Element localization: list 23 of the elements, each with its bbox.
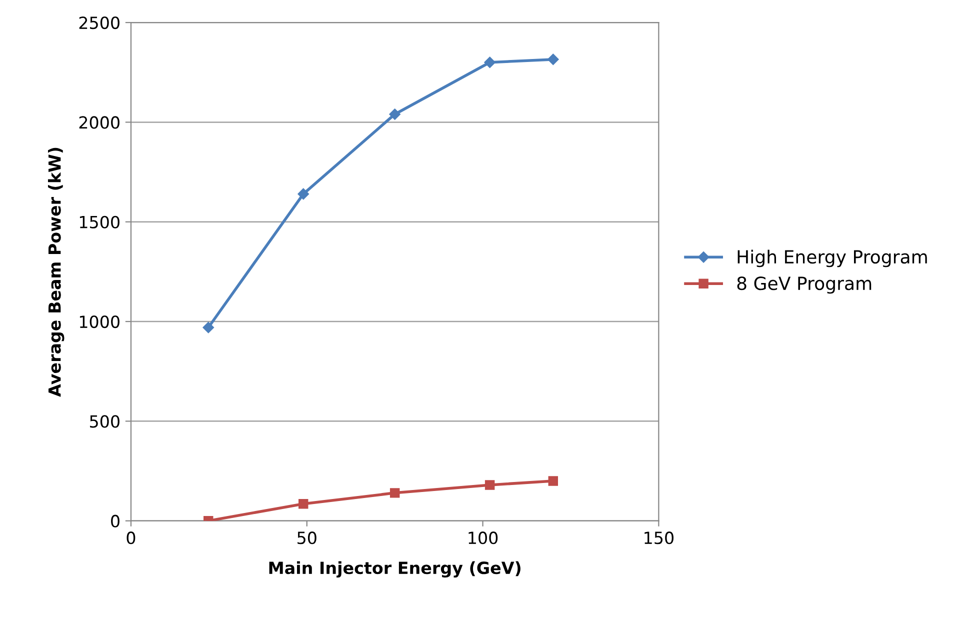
y-axis-title: Average Beam Power (kW) — [48, 148, 64, 397]
y-tick-label: 2000 — [79, 116, 120, 129]
y-tick-label: 0 — [111, 514, 120, 528]
point — [484, 56, 496, 68]
point — [548, 476, 558, 486]
x-tick-label: 100 — [468, 532, 498, 544]
point — [298, 499, 308, 509]
point — [548, 54, 559, 66]
y-tick-label: 2500 — [79, 16, 120, 30]
point — [202, 322, 214, 334]
legend-label: High Energy Program — [738, 250, 927, 268]
point — [390, 488, 400, 498]
point — [298, 188, 309, 200]
y-tick-label: 1500 — [80, 216, 120, 228]
x-axis-title: Main Injector Energy (GeV) — [269, 561, 520, 578]
x-tick-label: 0 — [126, 532, 136, 544]
y-tick-label: 1000 — [80, 315, 120, 328]
x-tick-label: 150 — [644, 532, 674, 544]
legend-label: 8 GeV Program — [737, 276, 872, 294]
y-tick-label: 500 — [90, 415, 120, 428]
point — [484, 480, 495, 490]
point — [389, 108, 400, 120]
x-tick-label: 50 — [298, 532, 316, 544]
